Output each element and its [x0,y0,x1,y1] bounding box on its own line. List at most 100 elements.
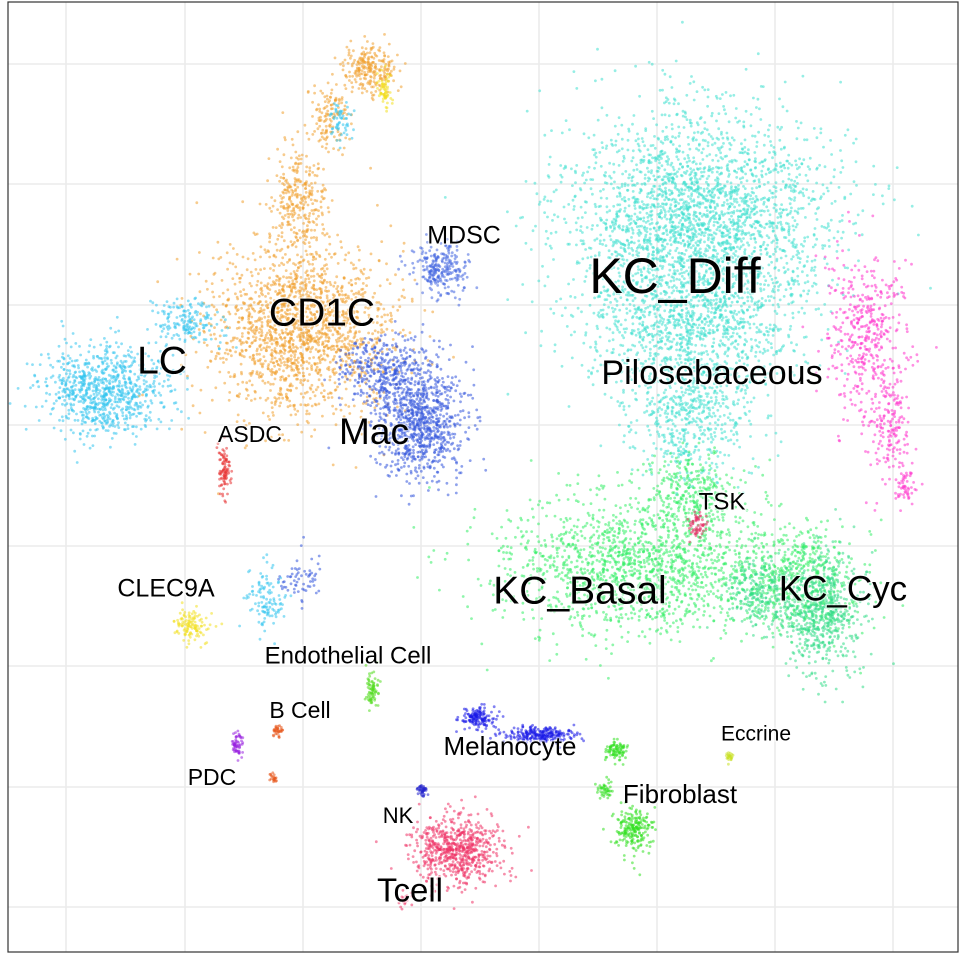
cell-point [766,209,770,213]
cell-point [591,224,594,227]
cell-point [674,402,678,405]
cell-point [711,137,715,141]
cell-point [716,273,720,276]
cell-point [700,411,704,414]
cell-point [707,236,710,240]
cell-point [715,119,718,123]
cell-point [682,271,686,274]
cell-point [600,141,604,145]
cell-point [752,322,756,326]
cell-point [764,172,768,176]
cell-point [731,314,735,318]
cell-point [743,331,747,335]
cell-point [738,279,741,282]
cell-point [685,214,688,218]
cell-point [735,262,739,266]
cell-point [608,327,612,331]
cell-point [852,222,855,226]
cell-point [692,98,696,102]
cell-point [710,114,714,118]
cell-point [572,524,576,528]
cell-point [740,199,744,203]
cell-point [727,175,730,178]
cell-point [605,205,609,209]
cell-point [695,334,699,338]
cell-point [547,163,551,166]
cell-point [612,240,615,244]
cell-point [600,77,604,81]
cell-point [529,248,533,251]
cell-point [720,235,724,239]
cell-point [683,242,687,246]
cell-point [661,178,665,182]
cell-point [729,220,733,224]
cell-point [681,20,684,24]
cell-point [744,172,747,176]
cell-point [681,429,685,432]
cell-point [771,191,775,195]
cell-point [709,396,713,399]
cell-point [552,258,555,261]
cell-point [814,308,818,311]
cell-point [709,210,713,214]
cell-point [711,406,715,409]
cell-point [659,150,662,154]
cell-point [733,345,736,349]
cell-point [691,314,695,317]
cell-point [712,245,716,249]
cell-point [681,239,685,243]
cell-point [726,614,730,618]
cell-point [672,97,676,101]
cell-point [554,230,558,234]
cell-point [760,235,764,239]
cell-point [579,205,583,209]
cell-point [679,437,683,441]
cell-point [810,259,814,263]
cell-point [599,233,603,237]
cell-point [565,563,569,567]
cell-point [623,206,627,210]
cell-point [685,307,688,310]
cell-point [633,207,637,210]
cell-point [638,149,642,153]
cell-point [831,278,834,282]
cell-point [801,187,805,191]
cell-point [784,254,788,258]
cell-point [712,657,715,660]
cell-point [627,197,631,201]
cell-point [810,269,813,272]
cell-point [678,272,682,276]
cell-point [612,292,616,296]
cell-point [726,416,730,419]
cell-point [804,335,808,339]
cell-point [724,577,728,580]
cell-point [576,306,580,310]
cell-point [760,297,764,300]
cell-point [808,156,812,160]
cell-point [727,120,731,124]
cell-point [598,151,602,154]
cell-point [673,239,676,243]
cell-point [646,166,649,170]
cell-point [769,504,773,507]
cell-point [678,207,682,211]
cell-point [644,221,648,224]
cell-point [643,173,647,177]
cell-point [682,261,686,265]
cell-point [671,220,674,224]
cell-point [801,206,805,210]
cell-point [709,433,713,436]
cell-point [713,205,717,209]
cell-point [656,197,659,201]
cell-point [721,437,725,441]
cell-point [612,223,615,227]
cell-point [825,186,829,190]
cell-point [740,239,743,243]
cell-point [687,549,690,553]
cell-point [751,134,754,138]
cell-point [592,311,596,315]
cell-point [669,433,673,436]
cell-point [562,167,566,170]
cell-point [637,615,641,618]
cell-point [668,315,672,318]
